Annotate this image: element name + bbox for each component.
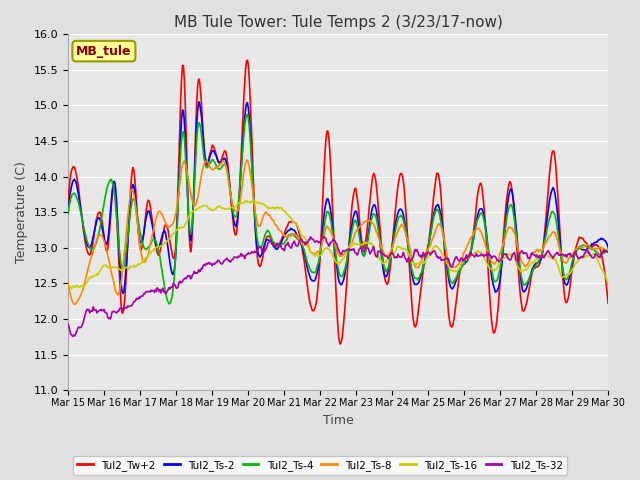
Title: MB Tule Tower: Tule Temps 2 (3/23/17-now): MB Tule Tower: Tule Temps 2 (3/23/17-now…	[173, 15, 502, 30]
Y-axis label: Temperature (C): Temperature (C)	[15, 161, 28, 263]
Legend: Tul2_Tw+2, Tul2_Ts-2, Tul2_Ts-4, Tul2_Ts-8, Tul2_Ts-16, Tul2_Ts-32: Tul2_Tw+2, Tul2_Ts-2, Tul2_Ts-4, Tul2_Ts…	[73, 456, 567, 475]
X-axis label: Time: Time	[323, 414, 353, 427]
Text: MB_tule: MB_tule	[76, 45, 132, 58]
